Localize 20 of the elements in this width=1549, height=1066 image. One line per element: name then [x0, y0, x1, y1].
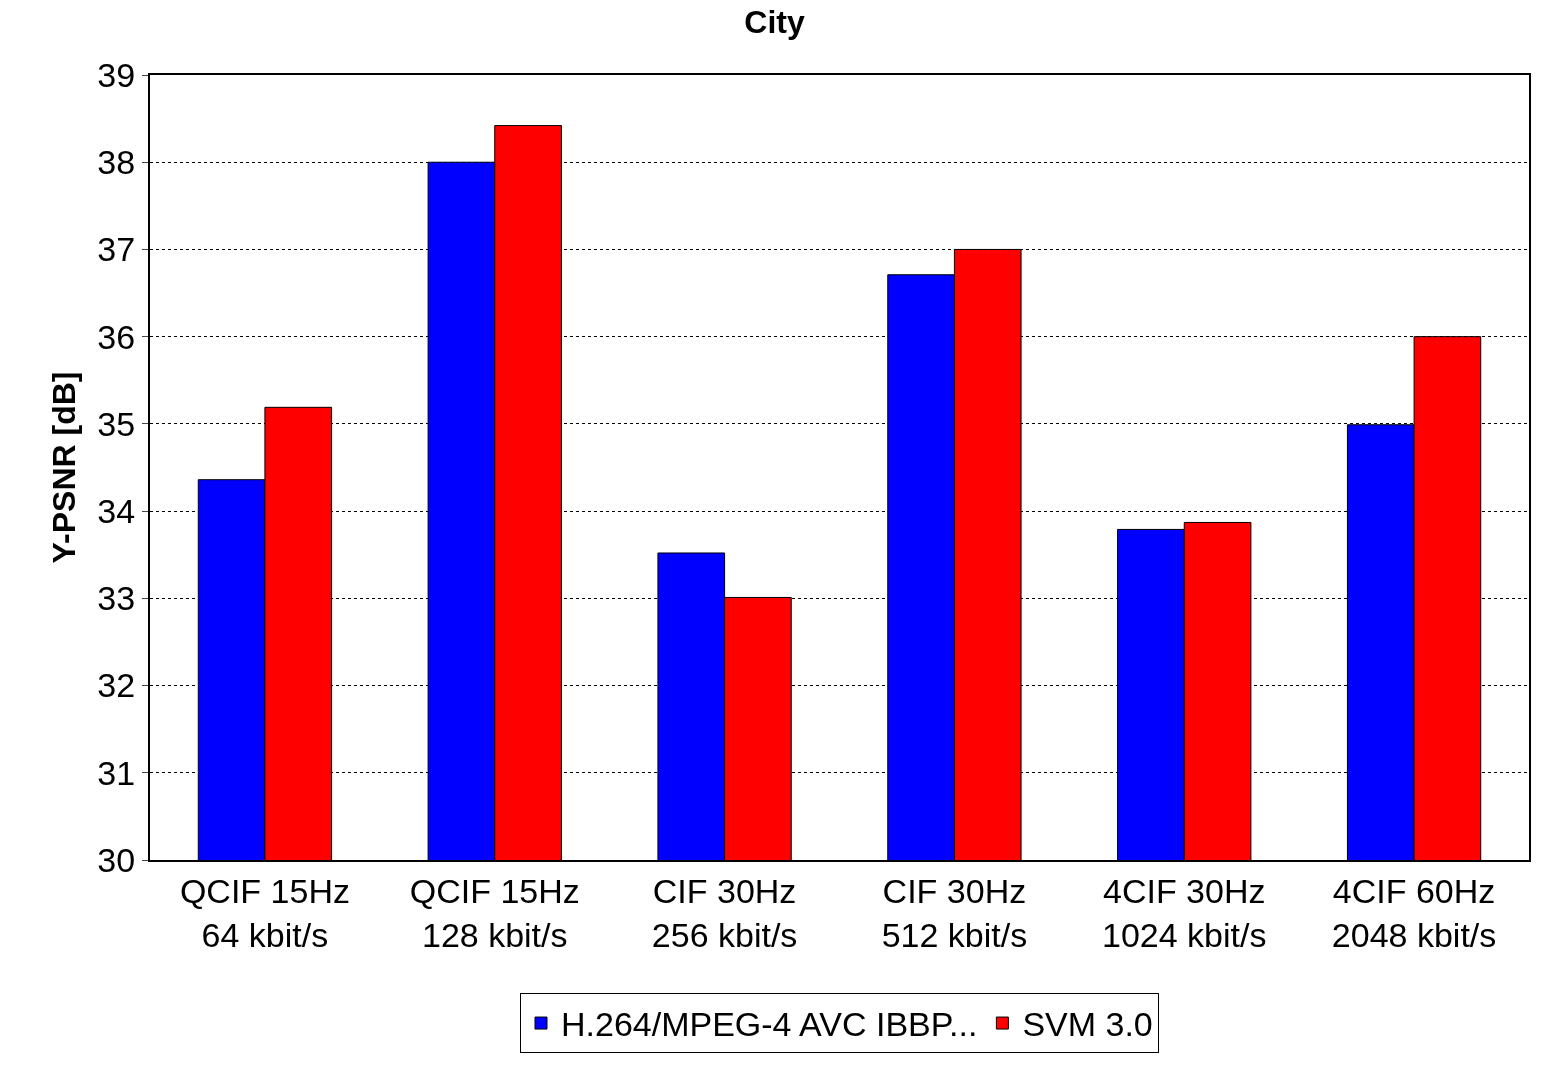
y-tick-label: 34 [97, 492, 136, 531]
y-tick-label: 36 [97, 317, 136, 356]
x-tick-label: QCIF 15Hz 128 kbit/s [409, 871, 580, 954]
y-tick-label: 39 [97, 55, 136, 94]
x-tick-label: 4CIF 60Hz 2048 kbit/s [1331, 871, 1497, 954]
y-tick-label: 35 [97, 404, 136, 443]
y-tick-label: 33 [97, 579, 136, 618]
x-tick-label: QCIF 15Hz 64 kbit/s [179, 871, 350, 954]
y-tick-label: 32 [97, 666, 136, 705]
y-tick-label: 37 [97, 230, 136, 269]
chart-title: City [744, 4, 805, 41]
x-tick-label: CIF 30Hz 256 kbit/s [651, 871, 798, 954]
y-tick-label: 31 [97, 753, 136, 792]
y-axis-title: Y-PSNR [dB] [46, 371, 82, 564]
legend-label: H.264/MPEG-4 AVC IBBP... [561, 1005, 978, 1044]
y-tick-label: 30 [97, 840, 136, 879]
x-tick-label: 4CIF 30Hz 1024 kbit/s [1102, 871, 1267, 954]
x-tick-label: CIF 30Hz 512 kbit/s [881, 871, 1028, 954]
y-tick-label: 38 [97, 143, 136, 182]
legend-label: SVM 3.0 [1022, 1005, 1153, 1044]
